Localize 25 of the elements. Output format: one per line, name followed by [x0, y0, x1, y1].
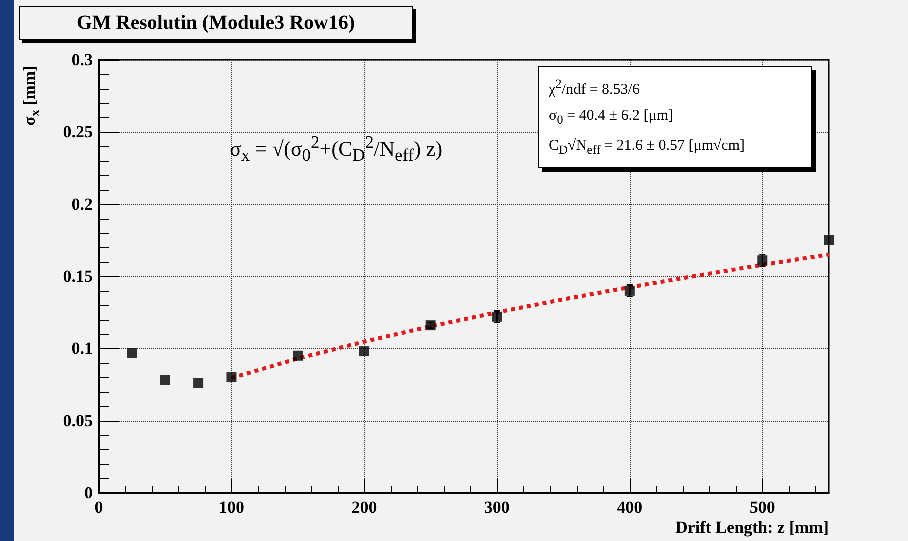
point	[824, 235, 834, 246]
x-axis-title: Drift Length: z [mm]	[676, 518, 829, 537]
x-tick-label: 100	[218, 498, 244, 517]
point	[194, 378, 204, 388]
point	[160, 375, 170, 386]
y-tick-label: 0.05	[63, 411, 93, 430]
annotation: C$_{D}$√N$_{eff}$ = 21.6 ± 0.57 [μm√cm]	[549, 137, 746, 159]
y-tick-label: 0.25	[63, 122, 93, 142]
y-tick-label: 0.2	[72, 194, 93, 214]
x-tick-label: 500	[750, 498, 776, 517]
annotation: σ$_{0}$ = 40.4 ± 6.2 [μm]	[549, 107, 674, 129]
point	[359, 346, 370, 357]
point	[226, 372, 237, 383]
point	[127, 348, 138, 358]
y-tick-label: 0.3	[72, 50, 93, 70]
annotation: χ$^{2}$/ndf = 8.53/6	[549, 76, 641, 100]
x-tick-label: 300	[484, 498, 510, 517]
y-tick-label: 0.1	[72, 339, 93, 358]
chart-title: GM Resolutin (Module3 Row16)	[19, 6, 413, 40]
y-tick-label: 0.15	[63, 267, 93, 286]
point	[293, 350, 304, 361]
text: σ$_{x}$ = √(σ$_{0}$$^{2}$+(C$_{D}$$^{2}$/N$_{eff}$) z)	[230, 132, 443, 166]
y-tick-label: 0	[84, 484, 93, 502]
x-tick-label: 200	[352, 498, 378, 517]
x-tick-label: 400	[617, 498, 643, 517]
